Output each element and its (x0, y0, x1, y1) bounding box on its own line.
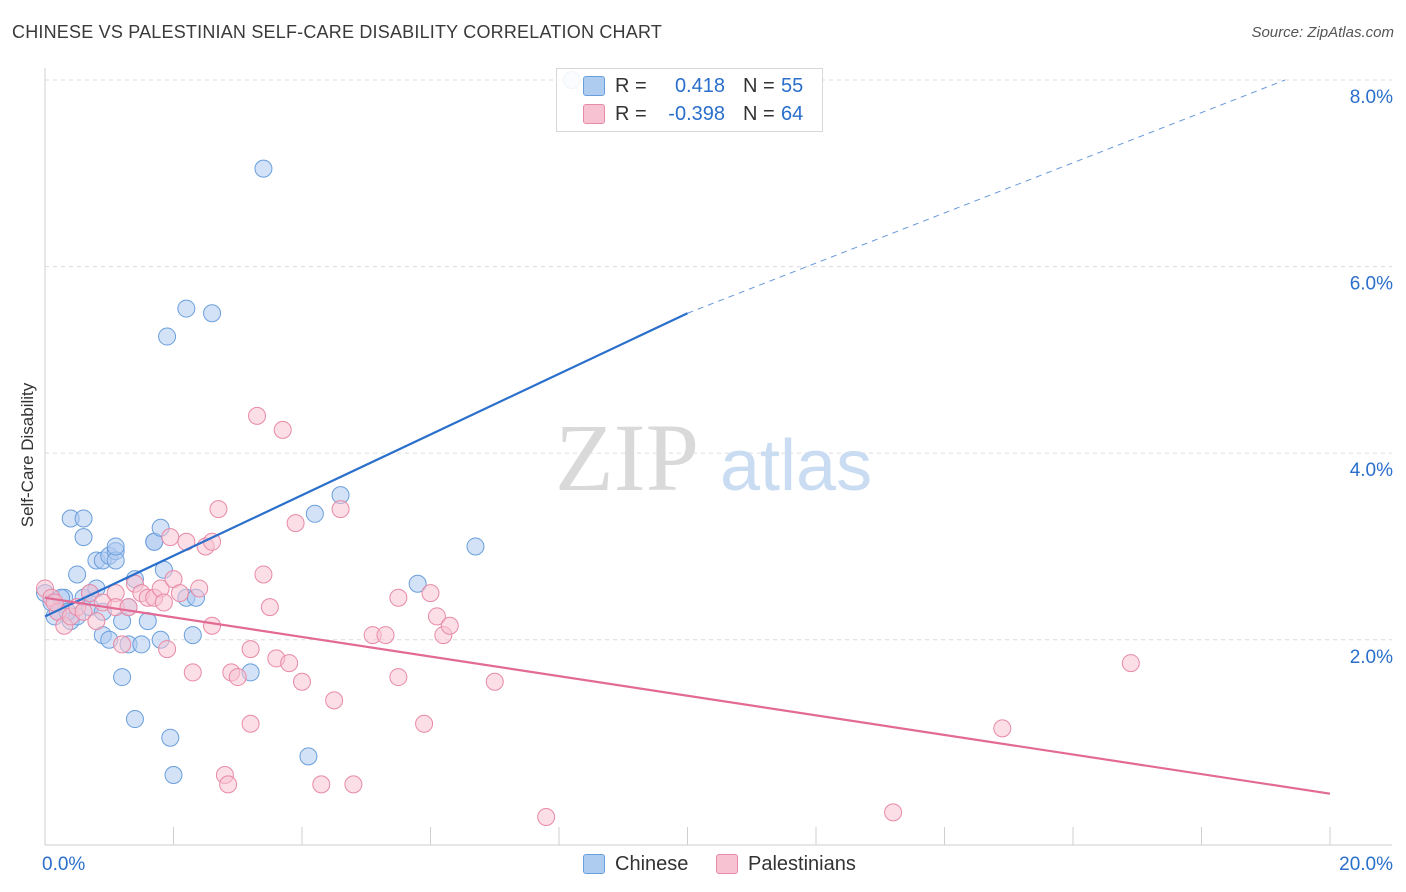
palestinian-point (260, 598, 279, 617)
palestinian-point (190, 579, 209, 598)
grid-layer (45, 79, 1392, 641)
chinese-swatch (583, 854, 605, 874)
legend-n-value: 64 (781, 102, 804, 125)
watermark-zip: ZIP (555, 404, 699, 511)
palestinian-point (219, 775, 238, 794)
palestinian-point (158, 640, 177, 659)
palestinian-point (154, 593, 173, 612)
chinese-point (74, 509, 93, 528)
palestinian-point (248, 406, 267, 425)
legend-row-chinese: R = 0.418 N = 55 (557, 72, 803, 100)
watermark: ZIP atlas (555, 404, 872, 511)
palestinian-point (254, 565, 273, 584)
palestinian-point (87, 612, 106, 631)
x-tick-label: 0.0% (42, 854, 85, 875)
palestinian-point (421, 584, 440, 603)
chinese-trend-extension (687, 79, 1286, 314)
palestinian-point (485, 672, 504, 691)
watermark-atlas: atlas (720, 426, 872, 506)
chinese-point (106, 537, 125, 556)
legend-n-value: 55 (781, 74, 804, 97)
chinese-point (183, 626, 202, 645)
palestinians-swatch (583, 104, 605, 124)
y-tick-label: 2.0% (1350, 647, 1393, 668)
palestinian-point (170, 584, 189, 603)
palestinian-point (325, 691, 344, 710)
chinese-point (466, 537, 485, 556)
source-credit: Source: ZipAtlas.com (1251, 24, 1394, 41)
chinese-point (299, 747, 318, 766)
legend-r-label: R = (615, 74, 647, 97)
chinese-point (68, 565, 87, 584)
bottom-legend-chinese-label: Chinese (615, 852, 689, 875)
palestinian-point (113, 635, 132, 654)
chinese-swatch (583, 76, 605, 96)
trend-layer (44, 79, 1331, 795)
palestinian-trend-line (44, 596, 1331, 795)
legend-r-value: 0.418 (674, 74, 725, 97)
bottom-legend-palestinians: Palestinians (716, 851, 856, 877)
chinese-point (158, 327, 177, 346)
palestinian-point (209, 500, 228, 519)
y-tick-label: 6.0% (1350, 274, 1393, 295)
legend-n-label: N = (743, 102, 775, 125)
chart-title: CHINESE VS PALESTINIAN SELF-CARE DISABIL… (12, 22, 663, 42)
palestinian-point (273, 420, 292, 439)
chinese-point (254, 159, 273, 178)
legend-n-label: N = (743, 74, 775, 97)
chinese-point (161, 728, 180, 747)
palestinian-point (241, 640, 260, 659)
bottom-legend-chinese: Chinese (583, 851, 688, 877)
palestinian-point (344, 775, 363, 794)
y-tick-label: 8.0% (1350, 87, 1393, 108)
palestinian-point (427, 607, 446, 626)
chinese-point (74, 528, 93, 547)
palestinian-point (415, 714, 434, 733)
palestinian-point (241, 714, 260, 733)
legend-row-palestinians: R = -0.398 N = 64 (557, 100, 803, 128)
palestinian-point (376, 626, 395, 645)
palestinian-point (331, 500, 350, 519)
palestinian-point (183, 663, 202, 682)
y-tick-label: 4.0% (1350, 460, 1393, 481)
chinese-point (203, 304, 222, 323)
chinese-point (125, 710, 144, 729)
bottom-legend-palestinians-label: Palestinians (748, 852, 856, 875)
palestinian-point (119, 598, 138, 617)
palestinian-point (280, 654, 299, 673)
palestinian-point (993, 719, 1012, 738)
stats-legend: R = 0.418 N = 55 R = -0.398 N = 64 (556, 68, 823, 132)
chinese-point (113, 668, 132, 687)
palestinian-point (293, 672, 311, 691)
palestinian-point (389, 668, 408, 687)
legend-r-value: -0.398 (668, 102, 725, 125)
palestinian-point (161, 528, 180, 547)
y-axis-label: Self-Care Disability (18, 382, 37, 528)
palestinian-point (203, 616, 222, 635)
palestinian-point (1121, 654, 1140, 673)
legend-r-label: R = (615, 102, 647, 125)
palestinian-point (312, 775, 331, 794)
chinese-point (408, 574, 427, 593)
palestinian-point (228, 668, 247, 687)
chinese-point (177, 299, 196, 318)
x-tick-label: 20.0% (1339, 854, 1393, 875)
palestinian-point (389, 588, 408, 607)
palestinian-point (440, 616, 459, 635)
palestinians-swatch (716, 854, 738, 874)
chinese-trend-line (44, 312, 688, 618)
palestinian-point (884, 803, 903, 822)
chinese-point (164, 766, 183, 785)
chinese-point (305, 504, 324, 523)
chinese-point (132, 635, 151, 654)
palestinian-point (537, 808, 556, 827)
palestinian-point (286, 514, 305, 533)
axis-layer: 2.0% 4.0% 6.0% 8.0% 0.0% 20.0% (42, 68, 1393, 875)
